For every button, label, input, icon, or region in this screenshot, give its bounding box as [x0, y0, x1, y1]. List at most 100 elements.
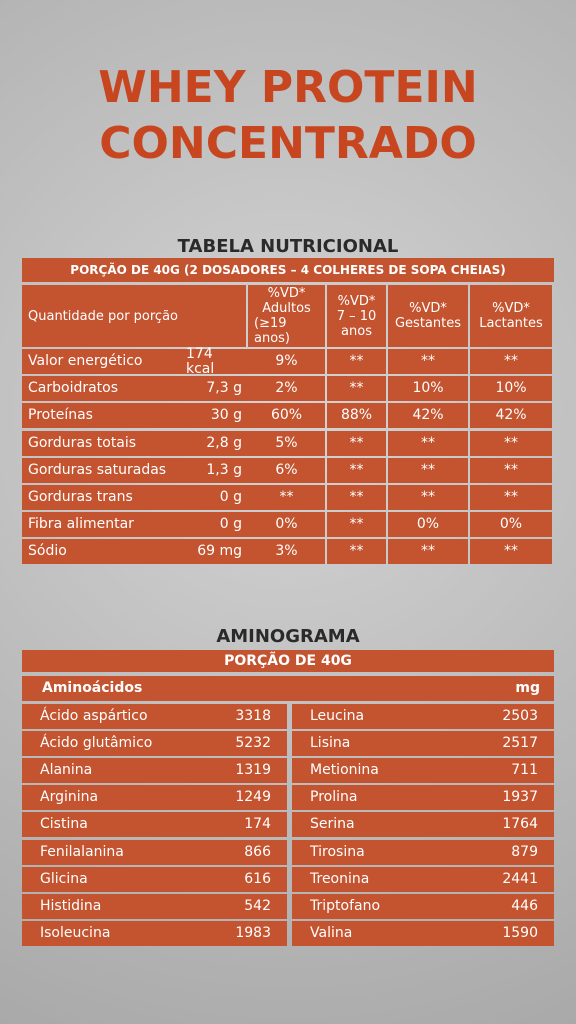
nutrition-cell: 0 g: [180, 512, 248, 538]
header-cell: Quantidade por porção: [22, 285, 246, 347]
heading: TABELA NUTRICIONAL: [177, 236, 399, 257]
amino-name: Arginina: [22, 785, 199, 811]
nutrition-cell: 60%: [248, 403, 325, 429]
nutrition-cell: 0%: [470, 512, 552, 538]
header-line: (≥19 anos): [254, 316, 291, 346]
amino-value: 879: [466, 839, 554, 865]
amino-value: 2517: [466, 731, 554, 757]
nutrition-cell: 10%: [470, 376, 552, 402]
amino-value: 1590: [466, 920, 554, 946]
header-line: Gestantes: [394, 316, 461, 331]
amino-value: 1937: [466, 785, 554, 811]
amino-name: Valina: [292, 920, 466, 946]
nutrition-cell: 88%: [327, 403, 386, 429]
header-cell: %VD* Lactantes: [470, 285, 552, 347]
header-line: %VD*: [337, 293, 376, 309]
nutrition-cell: **: [470, 349, 552, 374]
amino-value: 711: [466, 758, 554, 784]
amino-value: 1764: [466, 812, 554, 838]
amino-value: 5232: [199, 731, 287, 757]
nutrition-cell: 42%: [388, 403, 468, 429]
nutrition-cell: Gorduras trans: [22, 485, 180, 510]
nutrition-cell: 6%: [248, 457, 325, 483]
amino-name: Leucina: [292, 704, 466, 729]
nutrition-cell: **: [327, 457, 386, 483]
nutrition-cell: Carboidratos: [22, 376, 180, 402]
amino-value: 1249: [199, 785, 287, 811]
nutrition-cell: 174 kcal: [180, 346, 248, 376]
nutrition-cell: 1,3 g: [180, 457, 248, 483]
amino-value: 446: [466, 893, 554, 919]
header-cell: mg: [288, 676, 554, 701]
portion-bar: PORÇÃO DE 40G (2 DOSADORES – 4 COLHERES …: [22, 258, 554, 282]
amino-name: Serina: [292, 812, 466, 838]
nutrition-cell: **: [388, 430, 468, 456]
nutrition-cell: 10%: [388, 376, 468, 402]
amino-name: Fenilalanina: [22, 839, 199, 865]
amino-name: Lisina: [292, 731, 466, 757]
nutrition-cell: 9%: [248, 349, 325, 374]
amino-name: Ácido glutâmico: [22, 731, 199, 757]
title: CONCENTRADO: [99, 118, 477, 169]
nutrition-cell: 0 g: [180, 485, 248, 510]
header-line: Quantidade por porção: [28, 308, 179, 324]
nutrition-cell: 3%: [248, 539, 325, 565]
amino-name: Prolina: [292, 785, 466, 811]
nutrition-cell: 42%: [470, 403, 552, 429]
nutrition-cell: **: [470, 539, 552, 565]
nutrition-cell: 0%: [388, 512, 468, 538]
header-cell: %VD* Gestantes: [388, 285, 468, 347]
nutrition-cell: **: [327, 430, 386, 456]
amino-value: 2441: [466, 866, 554, 892]
nutrition-cell: 7,3 g: [180, 376, 248, 402]
amino-value: 174: [199, 812, 287, 838]
heading: AMINOGRAMA: [216, 626, 360, 647]
nutrition-cell: 5%: [248, 430, 325, 456]
header-line: %VD*: [267, 286, 306, 301]
nutrition-cell: **: [327, 376, 386, 402]
nutrition-cell: Gorduras saturadas: [22, 457, 180, 483]
nutrition-cell: 2,8 g: [180, 430, 248, 456]
nutrition-cell: Gorduras totais: [22, 430, 180, 456]
nutrition-cell: **: [388, 539, 468, 565]
amino-value: 542: [199, 893, 287, 919]
nutrition-cell: **: [388, 485, 468, 510]
amino-name: Metionina: [292, 758, 466, 784]
header-line: %VD*: [409, 301, 447, 316]
amino-name: Histidina: [22, 893, 199, 919]
nutrition-cell: Proteínas: [22, 403, 180, 429]
header-line: %VD*: [492, 301, 530, 316]
amino-value: 616: [199, 866, 287, 892]
nutrition-cell: Sódio: [22, 539, 180, 565]
amino-name: Tirosina: [292, 839, 466, 865]
nutrition-cell: **: [470, 457, 552, 483]
nutrition-cell: **: [327, 512, 386, 538]
header-cell: %VD* Adultos (≥19 anos): [248, 285, 325, 347]
header-line: Lactantes: [479, 316, 543, 331]
header-line: anos: [341, 323, 372, 339]
nutrition-cell: 69 mg: [180, 539, 248, 565]
nutrition-cell: **: [388, 457, 468, 483]
nutrition-cell: 30 g: [180, 403, 248, 429]
amino-name: Glicina: [22, 866, 199, 892]
amino-name: Ácido aspártico: [22, 704, 199, 729]
nutrition-cell: **: [470, 430, 552, 456]
nutrition-cell: 0%: [248, 512, 325, 538]
amino-value: 866: [199, 839, 287, 865]
header-line: 7 – 10: [336, 308, 377, 324]
title: WHEY PROTEIN: [98, 62, 478, 113]
amino-value: 2503: [466, 704, 554, 729]
amino-name: Isoleucina: [22, 920, 199, 946]
nutrition-cell: Fibra alimentar: [22, 512, 180, 538]
nutrition-cell: Valor energético: [22, 349, 180, 374]
nutrition-cell: **: [470, 485, 552, 510]
nutrition-cell: **: [327, 349, 386, 374]
nutrition-cell: **: [327, 539, 386, 565]
header-cell: Aminoácidos: [22, 676, 288, 701]
nutrition-cell: **: [327, 485, 386, 510]
amino-name: Treonina: [292, 866, 466, 892]
nutrition-cell: **: [248, 485, 325, 510]
amino-name: Alanina: [22, 758, 199, 784]
header-cell: %VD* 7 – 10 anos: [327, 285, 386, 347]
